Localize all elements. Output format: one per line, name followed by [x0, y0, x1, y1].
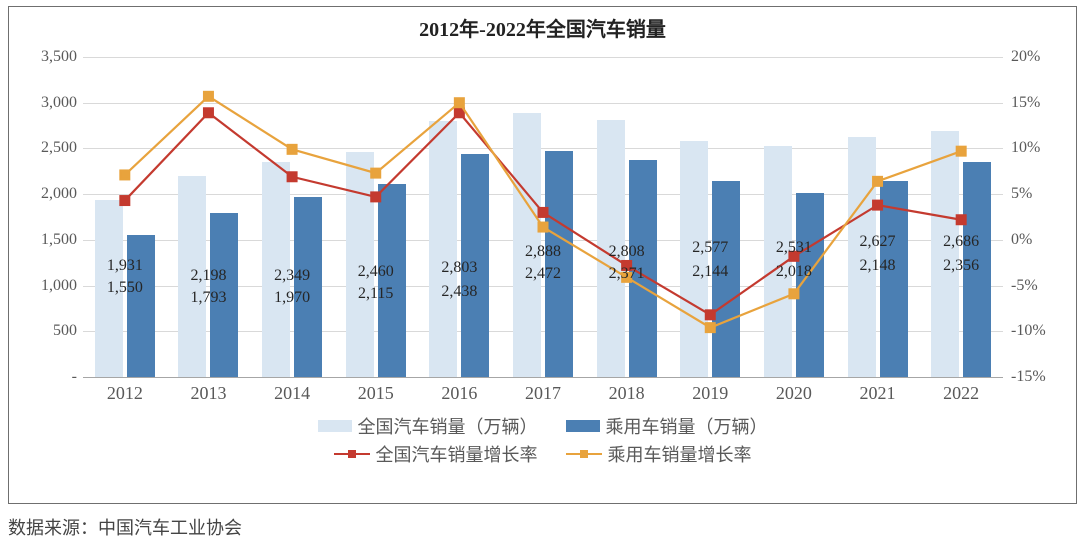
y-right-tick-label: 15%: [1011, 94, 1040, 112]
legend-line-swatch: [566, 448, 602, 460]
legend-item-passenger-bar: 乘用车销量（万辆）: [566, 413, 768, 439]
y-left-tick-label: 3,500: [17, 48, 77, 66]
figure-container: 2012年-2022年全国汽车销量 全国汽车销量（万辆）乘用车销量（万辆）全国汽…: [0, 0, 1089, 550]
y-left-tick-label: 500: [17, 322, 77, 340]
data-label-total: 1,931: [107, 257, 143, 275]
data-label-passenger: 2,115: [358, 285, 393, 303]
data-label-total: 2,808: [609, 243, 645, 261]
y-left-tick-label: 2,000: [17, 185, 77, 203]
x-tick-label: 2022: [943, 383, 979, 404]
data-label-passenger: 1,970: [274, 289, 310, 307]
data-label-total: 2,803: [441, 259, 477, 277]
data-label-total: 2,686: [943, 233, 979, 251]
y-left-tick-label: 1,000: [17, 277, 77, 295]
legend-label: 乘用车销量增长率: [608, 441, 752, 467]
data-label-total: 2,349: [274, 267, 310, 285]
data-label-total: 2,577: [692, 239, 728, 257]
x-tick-label: 2016: [441, 383, 477, 404]
y-right-tick-label: -15%: [1011, 368, 1046, 386]
data-label-total: 2,627: [860, 233, 896, 251]
legend-item-total-bar: 全国汽车销量（万辆）: [318, 413, 538, 439]
y-right-tick-label: 5%: [1011, 185, 1032, 203]
x-tick-label: 2020: [776, 383, 812, 404]
legend-label: 乘用车销量（万辆）: [606, 413, 768, 439]
y-right-tick-label: -5%: [1011, 277, 1038, 295]
x-tick-label: 2018: [609, 383, 645, 404]
y-left-tick-label: 1,500: [17, 231, 77, 249]
data-label-passenger: 2,148: [860, 257, 896, 275]
data-source: 数据来源：中国汽车工业协会: [8, 514, 242, 540]
y-right-tick-label: -10%: [1011, 322, 1046, 340]
data-label-passenger: 2,371: [609, 265, 645, 283]
x-tick-label: 2014: [274, 383, 310, 404]
x-tick-label: 2012: [107, 383, 143, 404]
data-label-total: 2,460: [358, 263, 394, 281]
y-right-tick-label: 20%: [1011, 48, 1040, 66]
data-label-total: 2,198: [190, 267, 226, 285]
data-label-passenger: 2,018: [776, 263, 812, 281]
legend-item-total-line: 全国汽车销量增长率: [334, 441, 538, 467]
x-tick-label: 2019: [692, 383, 728, 404]
legend-item-passenger-line: 乘用车销量增长率: [566, 441, 752, 467]
data-label-passenger: 1,793: [190, 289, 226, 307]
data-label-total: 2,888: [525, 243, 561, 261]
chart-title: 2012年-2022年全国汽车销量: [9, 13, 1076, 42]
legend-line-swatch: [334, 448, 370, 460]
legend: 全国汽车销量（万辆） 乘用车销量（万辆） 全国汽车销量增长率 乘用车销量增长率: [9, 411, 1076, 469]
y-left-tick-label: 2,500: [17, 139, 77, 157]
legend-label: 全国汽车销量（万辆）: [358, 413, 538, 439]
y-right-tick-label: 10%: [1011, 139, 1040, 157]
data-label-passenger: 2,438: [441, 283, 477, 301]
x-tick-label: 2021: [860, 383, 896, 404]
gridline: [83, 377, 1003, 378]
plot-area: [83, 57, 1003, 377]
data-label-passenger: 1,550: [107, 279, 143, 297]
data-label-passenger: 2,356: [943, 257, 979, 275]
y-left-tick-label: -: [17, 368, 77, 386]
x-tick-label: 2013: [190, 383, 226, 404]
legend-swatch: [566, 420, 600, 432]
y-right-tick-label: 0%: [1011, 231, 1032, 249]
data-label-passenger: 2,144: [692, 263, 728, 281]
data-label-total: 2,531: [776, 239, 812, 257]
x-tick-label: 2017: [525, 383, 561, 404]
chart-frame: 2012年-2022年全国汽车销量 全国汽车销量（万辆）乘用车销量（万辆）全国汽…: [8, 6, 1077, 504]
data-label-passenger: 2,472: [525, 265, 561, 283]
y-left-tick-label: 3,000: [17, 94, 77, 112]
x-tick-label: 2015: [358, 383, 394, 404]
legend-label: 全国汽车销量增长率: [376, 441, 538, 467]
legend-swatch: [318, 420, 352, 432]
line-layer: [83, 57, 1003, 377]
